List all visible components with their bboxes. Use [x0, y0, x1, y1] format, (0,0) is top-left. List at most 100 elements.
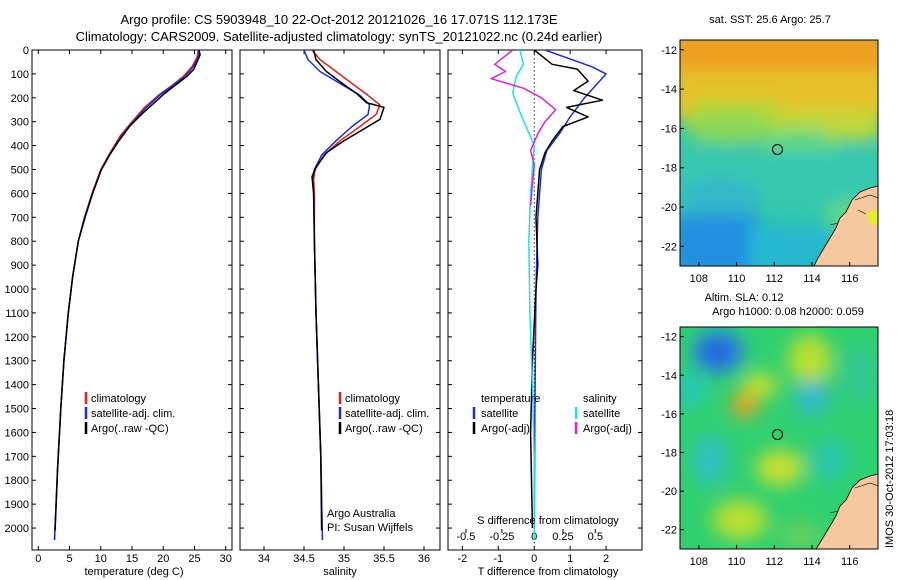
- sla-map-ticks: 108 110 112 114 116 -12 -14 -16 -18 -20 -22: [661, 332, 858, 568]
- x-tick-label: 2: [603, 553, 609, 565]
- lon-tick-label: 108: [690, 556, 708, 568]
- salinity-ticks: 34 34.5 35 35.5 36: [258, 50, 430, 565]
- legend-satellite-label: satellite-adj. clim.: [345, 408, 429, 420]
- t-difference-ticks: -2 -1 0 1 2: [457, 50, 609, 565]
- depth-tick-label: 1400: [5, 380, 29, 392]
- sst-map-title: sat. SST: 25.6 Argo: 25.7: [709, 14, 831, 26]
- x-tick-label: 34: [258, 553, 270, 565]
- x-tick-label: 35: [338, 553, 350, 565]
- difference-profiles: [490, 50, 607, 550]
- lon-tick-label: 116: [841, 556, 859, 568]
- depth-tick-label: 900: [11, 260, 29, 272]
- lat-tick-label: -20: [661, 486, 677, 498]
- temperature-difference-legend: temperature satellite Argo(-adj): [472, 393, 540, 435]
- depth-tick-label: 800: [11, 236, 29, 248]
- salinity-legend: climatology satellite-adj. clim. Argo(..…: [338, 392, 429, 435]
- sla-map: Altim. SLA: 0.12 Argo h1000: 0.08 h2000:…: [661, 292, 879, 568]
- depth-ticks: 0 100 200 300 400 500 600 700 800 900 1000 1100 1200…: [5, 45, 232, 535]
- x-tick-label: 10: [95, 553, 107, 565]
- series-line: [53, 50, 201, 541]
- s-tick-label: 0.5: [588, 531, 603, 543]
- depth-tick-label: 100: [11, 69, 29, 81]
- x-tick-label: 35.5: [373, 553, 394, 565]
- sla-map-title: Altim. SLA: 0.12: [705, 292, 784, 304]
- header-line1: Argo profile: CS 5903948_10 22-Oct-2012 …: [120, 12, 557, 27]
- legend-temperature-title: temperature: [481, 393, 540, 405]
- series-line: [311, 50, 385, 531]
- temperature-panel: 0100200300400500600700800900100011001200…: [5, 45, 233, 578]
- legend-t-argo-label: Argo(-adj): [481, 423, 530, 435]
- temperature-profiles: [53, 50, 201, 541]
- lat-tick-label: -18: [661, 447, 677, 459]
- x-tick-label: 1: [567, 553, 573, 565]
- legend-t-satellite-label: satellite: [481, 408, 518, 420]
- sst-argo-location-marker: [772, 144, 783, 155]
- sla-map-subtitle: Argo h1000: 0.08 h2000: 0.059: [712, 306, 864, 318]
- depth-tick-label: 2000: [5, 523, 29, 535]
- x-tick-label: 36: [418, 553, 430, 565]
- depth-tick-label: 300: [11, 117, 29, 129]
- depth-tick-label: 1100: [5, 308, 29, 320]
- difference-axes-box: [447, 49, 643, 551]
- s-difference-ticks: -0.5 -0.25 0 0.25 0.5: [456, 529, 603, 543]
- x-tick-label: 0: [531, 553, 537, 565]
- lat-tick-label: -20: [661, 202, 677, 214]
- lon-tick-label: 108: [690, 273, 708, 285]
- temperature-legend: climatology satellite-adj. clim. Argo(..…: [84, 392, 175, 435]
- difference-depth-ticks: [448, 49, 642, 529]
- temperature-xlabel: temperature (deg C): [84, 566, 183, 578]
- annotation-pi: PI: Susan Wijffels: [327, 522, 413, 534]
- depth-tick-label: 1000: [5, 284, 29, 296]
- series-line: [529, 50, 604, 529]
- lat-tick-label: -18: [661, 163, 677, 175]
- lat-tick-label: -12: [661, 45, 677, 57]
- x-tick-label: 25: [188, 553, 200, 565]
- legend-s-argo-label: Argo(-adj): [583, 423, 632, 435]
- legend-argo-label: Argo(..raw -QC): [345, 423, 423, 435]
- legend-salinity-title: salinity: [583, 393, 617, 405]
- sla-map-frame: [679, 326, 879, 550]
- x-tick-label: 15: [126, 553, 138, 565]
- salinity-axes-box: [239, 49, 441, 551]
- x-tick-label: 0: [35, 553, 41, 565]
- sst-map-ticks: 108 110 112 114 116 -12 -14 -16 -18 -20 -22: [661, 45, 858, 285]
- lat-tick-label: -22: [661, 241, 677, 253]
- legend-climatology-label: climatology: [345, 393, 401, 405]
- series-line: [311, 50, 381, 541]
- lon-tick-label: 116: [841, 273, 859, 285]
- sst-field: [680, 40, 878, 266]
- t-difference-xlabel: T difference from climatology: [478, 566, 619, 578]
- lon-tick-label: 112: [766, 556, 784, 568]
- legend-climatology-label: climatology: [91, 393, 147, 405]
- salinity-depth-ticks: [240, 49, 440, 529]
- x-tick-label: 34.5: [293, 553, 314, 565]
- depth-tick-label: 0: [23, 45, 29, 57]
- depth-tick-label: 500: [11, 165, 29, 177]
- difference-panel: -2 -1 0 1 2 -0.5 -0.25 0 0.25 0.5 T difference f…: [447, 49, 643, 578]
- temperature-ticks: 0 5 10 15 20 25 30: [35, 50, 232, 565]
- lat-tick-label: -12: [661, 332, 677, 344]
- x-tick-label: -1: [493, 553, 503, 565]
- depth-tick-label: 1200: [5, 332, 29, 344]
- series-line: [303, 50, 371, 541]
- lat-tick-label: -22: [661, 525, 677, 537]
- lat-tick-label: -14: [661, 84, 677, 96]
- series-line: [54, 50, 201, 531]
- lon-tick-label: 110: [728, 556, 746, 568]
- sla-argo-location-marker: [772, 429, 783, 440]
- depth-tick-label: 400: [11, 141, 29, 153]
- lat-tick-label: -16: [661, 409, 677, 421]
- depth-tick-label: 1600: [5, 427, 29, 439]
- depth-tick-label: 1700: [5, 451, 29, 463]
- lat-tick-label: -14: [661, 370, 677, 382]
- sst-map-frame: [679, 39, 879, 267]
- legend-argo-label: Argo(..raw -QC): [91, 423, 169, 435]
- lon-tick-label: 112: [766, 273, 784, 285]
- lat-tick-label: -16: [661, 123, 677, 135]
- lon-tick-label: 114: [803, 556, 821, 568]
- salinity-xlabel: salinity: [323, 566, 357, 578]
- depth-tick-label: 1800: [5, 475, 29, 487]
- x-tick-label: -2: [457, 553, 467, 565]
- x-tick-label: 20: [157, 553, 169, 565]
